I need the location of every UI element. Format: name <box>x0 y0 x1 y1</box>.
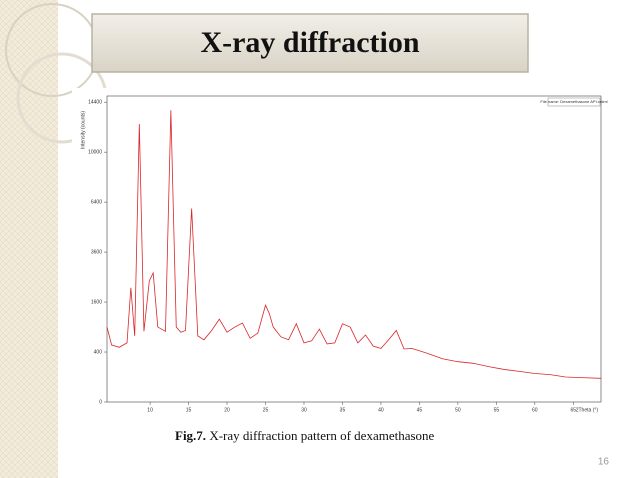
x-tick-label: 60 <box>532 407 538 413</box>
y-tick-label: 10000 <box>88 149 102 155</box>
annotation: File name: Dexamethasone API.xrdml <box>540 99 607 104</box>
x-tick-label: 20 <box>224 407 230 413</box>
x-tick-label: 65 <box>571 407 577 413</box>
page-number: 16 <box>598 457 610 468</box>
title-box <box>91 13 529 73</box>
xrd-line <box>106 110 602 379</box>
y-tick-label: 3600 <box>91 249 102 255</box>
caption-text: X-ray diffraction pattern of dexamethaso… <box>209 428 434 443</box>
chart-area <box>72 88 620 418</box>
x-tick-label: 15 <box>186 407 192 413</box>
x-axis-label: 2Theta (°) <box>576 407 599 413</box>
x-tick-label: 45 <box>417 407 423 413</box>
legend-box <box>547 97 601 107</box>
x-tick-label: 50 <box>455 407 461 413</box>
y-tick-label: 14400 <box>88 100 102 106</box>
plot-frame <box>106 95 602 403</box>
x-tick-label: 40 <box>378 407 384 413</box>
slide-title: X-ray diffraction <box>200 26 419 59</box>
y-tick-label: 400 <box>94 349 103 355</box>
y-tick-label: 1600 <box>91 299 102 305</box>
y-axis-label: Intensity (counts) <box>80 111 86 149</box>
x-tick-label: 55 <box>494 407 500 413</box>
caption-label: Fig.7. <box>175 428 206 443</box>
y-tick-label: 6400 <box>91 199 102 205</box>
y-tick-label: 0 <box>99 399 102 405</box>
x-tick-label: 35 <box>340 407 346 413</box>
x-tick-label: 25 <box>263 407 269 413</box>
x-tick-label: 10 <box>147 407 153 413</box>
caption: Fig.7. X-ray diffraction pattern of dexa… <box>175 428 435 443</box>
x-tick-label: 30 <box>301 407 307 413</box>
decor-stripe <box>0 0 58 478</box>
